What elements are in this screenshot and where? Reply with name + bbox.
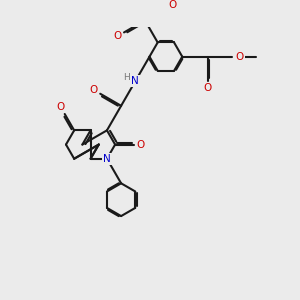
Text: O: O — [204, 83, 212, 93]
Text: O: O — [168, 0, 176, 10]
Text: H: H — [123, 73, 129, 82]
Text: O: O — [90, 85, 98, 95]
Text: O: O — [235, 52, 244, 62]
Text: O: O — [57, 102, 65, 112]
Text: O: O — [113, 31, 122, 41]
Text: N: N — [131, 76, 139, 86]
Text: N: N — [103, 154, 111, 164]
Text: O: O — [137, 140, 145, 150]
